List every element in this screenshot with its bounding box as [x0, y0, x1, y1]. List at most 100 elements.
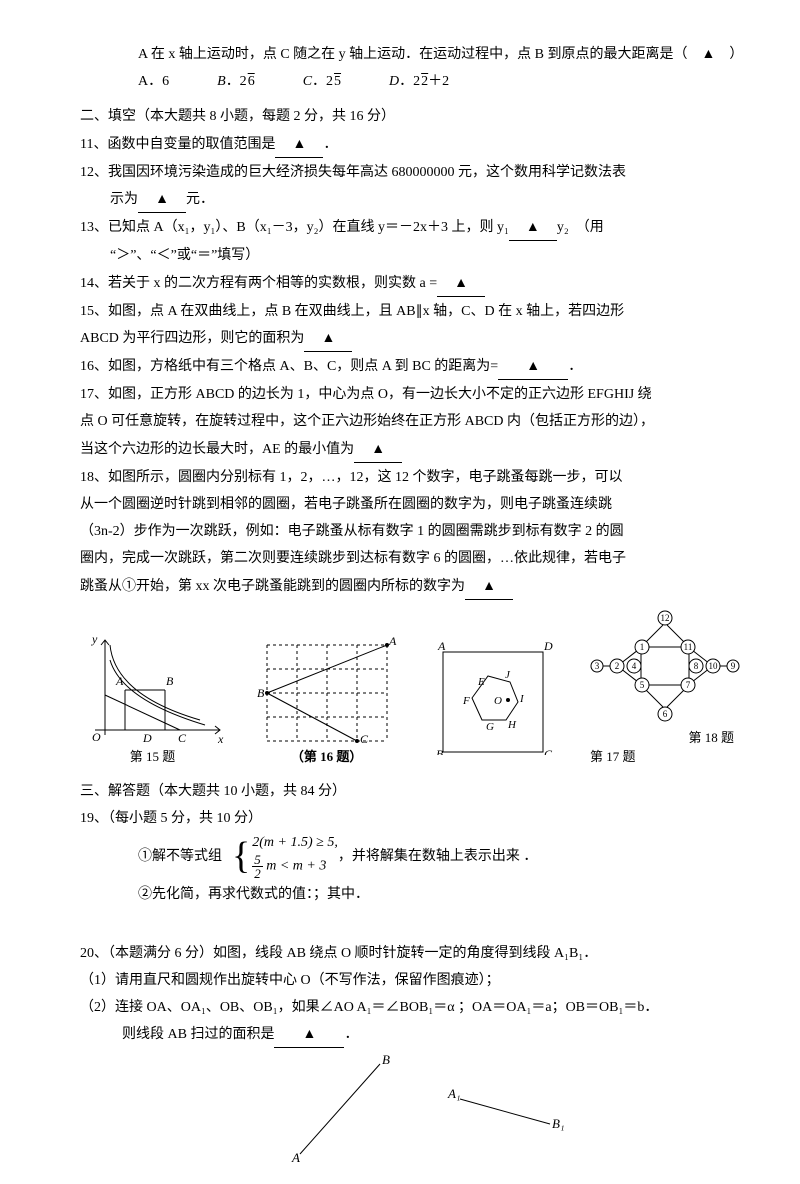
lbl-J: J: [505, 669, 511, 681]
lbl-B: B: [382, 1054, 390, 1067]
fig15-svg: y x O A B D C: [80, 635, 225, 745]
lbl-E: E: [477, 676, 485, 688]
lbl-H: H: [507, 719, 517, 731]
n2: 2: [615, 661, 620, 671]
q12-line2: 示为▲元．: [80, 187, 740, 213]
lbl-O: O: [494, 695, 502, 707]
blank: ▲: [274, 1022, 344, 1048]
lbl-C: C: [544, 747, 553, 755]
n6: 6: [663, 709, 668, 719]
q18-line2: 从一个圆圈逆时针跳到相邻的圆圈，若电子跳蚤所在圆圈的数字为，则电子跳蚤连续跳: [80, 492, 740, 517]
q13b: y₂ （用: [557, 220, 604, 235]
inequality-system: { 2(m + 1.5) ≥ 5, 52 m < m + 3: [232, 833, 338, 880]
lbl-A: A: [115, 674, 124, 688]
lbl-D: D: [142, 731, 152, 745]
q18-line1: 18、如图所示，圆圈内分别标有 1，2，…，12，这 12 个数字，电子跳蚤每跳…: [80, 465, 740, 490]
fig20: A B A₁ B₁: [80, 1054, 740, 1164]
fig17: A D B C E J I H G F O: [428, 640, 558, 769]
lbl-x: x: [217, 732, 224, 745]
sys-row1: 2(m + 1.5) ≥ 5,: [252, 833, 338, 853]
q18-line4: 圈内，完成一次跳跃，第二次则要连续跳步到达标有数字 6 的圆圈，…依此规律，若电…: [80, 546, 740, 571]
q13-line2: “＞”、“＜”或“＝”填写）: [80, 243, 740, 268]
q19-1a: ①解不等式组: [138, 844, 222, 869]
q16b: ．: [568, 359, 582, 374]
sys-row2: 52 m < m + 3: [252, 853, 338, 880]
q14: 14、若关于 x 的二次方程有两个相等的实数根，则实数 a =▲: [80, 271, 740, 297]
blank: ▲: [465, 574, 513, 600]
q20e: ．: [344, 1027, 358, 1042]
lbl-B: B: [257, 686, 265, 700]
lbl-F: F: [462, 695, 470, 707]
blank: ▲: [275, 132, 323, 158]
q12-line1: 12、我国因环境污染造成的巨大经济损失每年高达 680000000 元，这个数用…: [80, 160, 740, 185]
q10-options: A．6 B．26 C．25 D．22＋2: [80, 69, 740, 94]
q11-end: ．: [323, 137, 337, 152]
lbl-G: G: [486, 721, 494, 733]
lbl-C: C: [178, 731, 187, 745]
fig17-svg: A D B C E J I H G F O: [428, 640, 558, 755]
fig15: y x O A B D C 第 15 题: [80, 635, 225, 768]
q15b: ABCD 为平行四边形，则它的面积为: [80, 331, 304, 346]
blank: ▲: [498, 354, 568, 380]
q16: 16、如图，方格纸中有三个格点 A、B、C，则点 A 到 BC 的距离为=▲．: [80, 354, 740, 380]
fig15-caption: 第 15 题: [80, 745, 225, 768]
fig16-caption: （第 16 题）: [257, 745, 397, 768]
lbl-B: B: [166, 674, 174, 688]
q20c: （2）连接 OA、OA₁、OB、OB₁，如果∠AO A₁＝∠BOB₁＝α ；OA…: [80, 995, 740, 1020]
n4: 4: [632, 661, 637, 671]
lbl-O: O: [92, 730, 101, 744]
lbl-I: I: [519, 693, 525, 705]
n10: 10: [708, 661, 718, 671]
lbl-A1: A₁: [447, 1086, 460, 1101]
q20b: （1）请用直尺和圆规作出旋转中心 O（不写作法，保留作图痕迹）；: [80, 968, 740, 993]
n11: 11: [684, 642, 693, 652]
q19: 19、（每小题 5 分，共 10 分）: [80, 806, 740, 831]
n7: 7: [686, 680, 691, 690]
q13a: 13、已知点 A（x₁，y₁）、B（x₁－3，y₂）在直线 y＝－2x＋3 上，…: [80, 220, 509, 235]
q17c: 当这个六边形的边长最大时，AE 的最小值为: [80, 442, 354, 457]
blank: ▲: [437, 271, 485, 297]
q18-line5: 跳蚤从①开始，第 xx 次电子跳蚤能跳到的圆圈内所标的数字为▲: [80, 574, 740, 600]
lbl-B: B: [436, 747, 444, 755]
n9: 9: [731, 661, 736, 671]
fig18-svg: 12 1 11 2 3 10 9 4 8 5 7 6: [590, 606, 740, 726]
n3: 3: [595, 661, 600, 671]
lbl-C: C: [360, 732, 369, 745]
lbl-A: A: [388, 635, 397, 648]
q18e: 跳蚤从①开始，第 xx 次电子跳蚤能跳到的圆圈内所标的数字为: [80, 579, 465, 594]
fig20-svg: A B A₁ B₁: [250, 1054, 570, 1164]
q20d: 则线段 AB 扫过的面积是▲．: [80, 1022, 740, 1048]
lbl-y: y: [91, 635, 98, 646]
q16a: 16、如图，方格纸中有三个格点 A、B、C，则点 A 到 BC 的距离为=: [80, 359, 498, 374]
q18-line3: （3n-2）步作为一次跳跃，例如：电子跳蚤从标有数字 1 的圆圈需跳步到标有数字…: [80, 519, 740, 544]
lbl-A: A: [437, 640, 446, 653]
n12: 12: [660, 613, 669, 623]
q20a: 20、（本题满分 6 分）如图，线段 AB 绕点 O 顺时针旋转一定的角度得到线…: [80, 941, 740, 966]
blank: ▲: [138, 187, 186, 213]
fig16: A B C （第 16 题）: [257, 635, 397, 768]
q15-line1: 15、如图，点 A 在双曲线上，点 B 在双曲线上，且 AB∥x 轴，C、D 在…: [80, 299, 740, 324]
fig18: 12 1 11 2 3 10 9 4 8 5 7 6 第 18 题 第 17 题: [590, 606, 740, 769]
q12b: 示为: [110, 192, 138, 207]
optD: D．22＋2: [389, 69, 449, 94]
q12c: 元．: [186, 192, 214, 207]
blank: ▲: [304, 326, 352, 352]
q11: 11、函数中自变量的取值范围是▲．: [80, 132, 740, 158]
figure-row: y x O A B D C 第 15 题 A B: [80, 606, 740, 769]
q11-text: 11、函数中自变量的取值范围是: [80, 137, 275, 152]
q17-line2: 点 O 可任意旋转，在旋转过程中，这个正六边形始终在正方形 ABCD 内（包括正…: [80, 409, 740, 434]
optA: A．6: [138, 69, 169, 94]
blank: ▲: [509, 215, 557, 241]
q17-line1: 17、如图，正方形 ABCD 的边长为 1，中心为点 O，有一边长大小不定的正六…: [80, 382, 740, 407]
q17-line3: 当这个六边形的边长最大时，AE 的最小值为▲: [80, 437, 740, 463]
section2-title: 二、填空（本大题共 8 小题，每题 2 分，共 16 分）: [80, 104, 740, 129]
q19-2: ②先化简，再求代数式的值：；其中．: [80, 882, 740, 907]
section3-title: 三、解答题（本大题共 10 小题，共 84 分）: [80, 779, 740, 804]
q19-1: ①解不等式组 { 2(m + 1.5) ≥ 5, 52 m < m + 3 ，并…: [80, 833, 740, 880]
n5: 5: [640, 680, 645, 690]
q15-line2: ABCD 为平行四边形，则它的面积为▲: [80, 326, 740, 352]
n1: 1: [640, 642, 645, 652]
q14a: 14、若关于 x 的二次方程有两个相等的实数根，则实数 a =: [80, 276, 437, 291]
blank: ▲: [354, 437, 402, 463]
lbl-D: D: [543, 640, 553, 653]
